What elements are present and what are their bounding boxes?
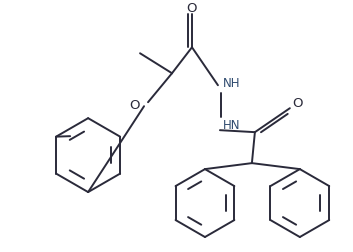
Text: HN: HN (223, 119, 240, 132)
Text: O: O (187, 2, 197, 15)
Text: O: O (129, 99, 139, 112)
Text: O: O (293, 97, 303, 110)
Text: NH: NH (223, 77, 240, 90)
